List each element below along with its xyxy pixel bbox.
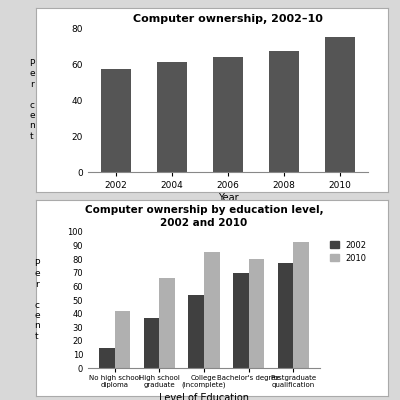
Legend: 2002, 2010: 2002, 2010 [329, 239, 368, 264]
Bar [115, 311, 130, 368]
Bar [233, 273, 249, 368]
Bar [144, 318, 159, 368]
Text: P
e
r

c
e
n
t: P e r c e n t [29, 59, 35, 141]
Bar [101, 69, 131, 172]
X-axis label: Level of Education: Level of Education [159, 393, 249, 400]
X-axis label: Year: Year [218, 193, 238, 203]
Bar [213, 57, 244, 172]
Title: Computer ownership by education level,
2002 and 2010: Computer ownership by education level, 2… [85, 205, 323, 228]
Bar [249, 259, 264, 368]
Bar [278, 263, 293, 368]
Text: P
e
r

c
e
n
t: P e r c e n t [34, 259, 40, 341]
Title: Computer ownership, 2002–10: Computer ownership, 2002–10 [133, 14, 323, 24]
Bar [188, 294, 204, 368]
Bar [159, 278, 175, 368]
Bar [293, 242, 309, 368]
Bar [157, 62, 187, 172]
Bar [204, 252, 220, 368]
Bar [99, 348, 115, 368]
Bar [269, 51, 299, 172]
Bar [325, 37, 356, 172]
